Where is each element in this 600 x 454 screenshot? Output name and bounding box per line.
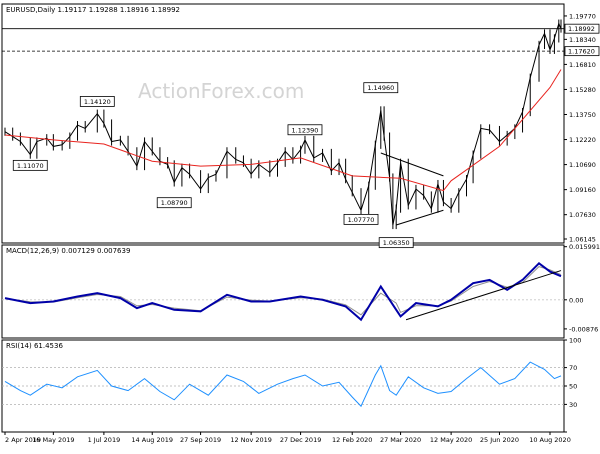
price-trendline (396, 209, 444, 226)
price-level-label: 1.17620 (568, 48, 595, 56)
time-axis-label: 10 Aug 2020 (529, 436, 571, 444)
annotation-box (79, 96, 115, 107)
macd-trendline (405, 270, 562, 321)
price-series-line (4, 22, 562, 226)
annotation-label: 1.08790 (161, 199, 188, 207)
price-level-box (564, 46, 600, 57)
macd-axis-label: -0.00876 (569, 325, 598, 333)
price-axis-label: 1.19770 (569, 12, 596, 20)
rsi-axis-label: 30 (569, 401, 577, 409)
moving-average-line (4, 69, 562, 192)
time-axis-label: 27 Dec 2019 (280, 436, 322, 444)
annotation-label: 1.07770 (348, 216, 375, 224)
rsi-axis-label: 70 (569, 364, 577, 372)
time-axis-label: 12 May 2020 (430, 436, 472, 444)
price-axis-label: 1.12220 (569, 136, 596, 144)
annotation-box (378, 237, 414, 249)
price-panel-frame (1, 3, 565, 244)
time-axis-label: 1 Jul 2019 (88, 436, 121, 444)
macd-axis-label: 0.015991 (569, 243, 600, 251)
price-axis-label: 1.09160 (569, 186, 596, 194)
price-trendline (380, 152, 444, 177)
annotation-box (343, 213, 379, 225)
annotation-box (156, 197, 192, 209)
time-axis-label: 27 Sep 2019 (180, 436, 221, 444)
price-axis-label: 1.15280 (569, 86, 596, 94)
annotation-label: 1.06350 (383, 239, 410, 247)
rsi-axis-label: 50 (569, 383, 577, 391)
time-axis-label: 16 May 2019 (32, 436, 74, 444)
macd-panel-title: MACD(12,26,9) 0.007129 0.007639 (6, 247, 130, 255)
price-axis-label: 1.07630 (569, 211, 596, 219)
time-axis-label: 12 Feb 2020 (332, 436, 372, 444)
time-axis-label: 25 Jun 2020 (480, 436, 519, 444)
price-axis-label: 1.18340 (569, 36, 596, 44)
price-axis-label: 1.13750 (569, 111, 596, 119)
annotation-label: 1.14960 (367, 84, 394, 92)
annotation-box (363, 82, 399, 94)
annotation-box (287, 124, 323, 136)
price-axis-label: 1.06145 (569, 235, 596, 243)
annotation-box (12, 159, 48, 171)
time-axis-label: 14 Aug 2019 (131, 436, 173, 444)
time-axis-label: 12 Nov 2019 (230, 436, 272, 444)
watermark: ActionForex.com (138, 79, 304, 103)
macd-axis-label: 0.00 (569, 296, 583, 304)
rsi-axis-label: 100 (569, 337, 581, 345)
rsi-line (4, 361, 562, 408)
rsi-panel-title: RSI(14) 61.4536 (6, 342, 63, 350)
price-panel-title: EURUSD,Daily 1.19117 1.19288 1.18916 1.1… (6, 6, 180, 14)
price-axis-label: 1.10690 (569, 161, 596, 169)
macd-line (4, 261, 562, 322)
price-level-label: 1.18992 (568, 25, 595, 33)
time-axis-label: 2 Apr 2019 (5, 436, 41, 444)
price-level-box (564, 23, 600, 34)
annotation-label: 1.12390 (292, 126, 319, 134)
annotation-label: 1.14120 (84, 98, 111, 106)
price-axis-label: 1.16810 (569, 61, 596, 69)
macd-panel-frame (1, 244, 565, 339)
annotation-label: 1.11070 (17, 162, 44, 170)
time-axis-label: 27 Mar 2020 (380, 436, 421, 444)
